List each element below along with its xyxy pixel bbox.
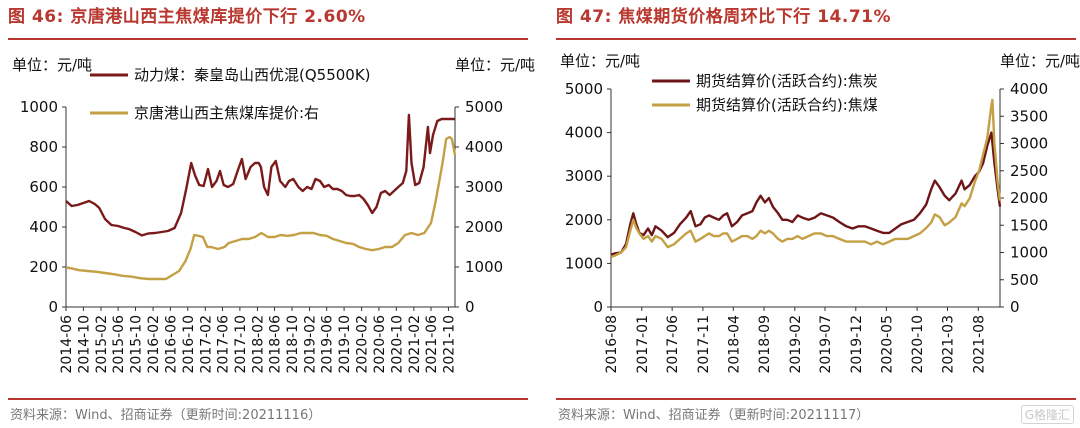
right-tick-label: 0 bbox=[465, 298, 475, 316]
x-tick-label: 2015-10 bbox=[129, 315, 145, 374]
x-tick-label: 2017-06 bbox=[215, 315, 231, 374]
x-tick-label: 2016-10 bbox=[181, 315, 197, 374]
x-tick-label: 2017-01 bbox=[635, 315, 651, 374]
x-tick-label: 2019-06 bbox=[320, 315, 336, 374]
left-tick-label: 600 bbox=[29, 178, 58, 196]
chart-title: 图 47: 焦煤期货价格周环比下行 14.71% bbox=[556, 7, 892, 27]
x-tick-label: 2018-02 bbox=[250, 315, 266, 374]
x-tick-label: 2021-02 bbox=[407, 315, 423, 374]
series-line-2 bbox=[610, 98, 1002, 259]
x-tick-label: 2021-10 bbox=[441, 315, 457, 374]
source-rule bbox=[8, 398, 528, 400]
x-tick-label: 2014-06 bbox=[59, 315, 75, 374]
x-tick-label: 2021-08 bbox=[971, 315, 987, 374]
right-tick-label: 3500 bbox=[1010, 107, 1048, 125]
x-tick-label: 2014-10 bbox=[76, 315, 92, 374]
right-axis-unit: 单位：元/吨 bbox=[455, 56, 535, 74]
left-axis-unit: 单位：元/吨 bbox=[12, 56, 92, 74]
x-tick-label: 2018-06 bbox=[268, 315, 284, 374]
chart-panel-46: 图 46: 京唐港山西主焦煤库提价下行 2.60% 单位：元/吨 单位：元/吨 0 2… bbox=[8, 0, 538, 428]
x-tick-label: 2017-11 bbox=[696, 315, 712, 374]
source-note: 资料来源：Wind、招商证券（更新时间:20211116） bbox=[10, 408, 322, 423]
x-tick-label: 2016-08 bbox=[604, 315, 620, 374]
x-tick-label: 2017-02 bbox=[198, 315, 214, 374]
right-tick-label: 0 bbox=[1010, 298, 1020, 316]
left-tick-label: 400 bbox=[29, 218, 58, 236]
right-tick-label: 2000 bbox=[465, 218, 503, 236]
x-tick-label: 2020-10 bbox=[389, 315, 405, 374]
legend-label-1: 动力煤：秦皇岛山西优混(Q5500K) bbox=[134, 66, 371, 84]
right-tick-label: 1500 bbox=[1010, 216, 1048, 234]
x-tick-label: 2018-10 bbox=[285, 315, 301, 374]
right-tick-label: 3000 bbox=[1010, 135, 1048, 153]
right-tick-label: 2500 bbox=[1010, 162, 1048, 180]
x-tick-label: 2020-05 bbox=[879, 315, 895, 374]
x-tick-label: 2019-10 bbox=[337, 315, 353, 374]
chart-panel-47: 图 47: 焦煤期货价格周环比下行 14.71% 单位：元/吨 单位：元/吨 0 10… bbox=[556, 0, 1080, 428]
x-tick-label: 2016-06 bbox=[163, 315, 179, 374]
x-tick-label: 2019-02 bbox=[788, 315, 804, 374]
right-tick-label: 4000 bbox=[465, 138, 503, 156]
title-rule bbox=[8, 38, 528, 40]
x-tick-label: 2018-04 bbox=[726, 315, 742, 374]
left-tick-label: 3000 bbox=[565, 167, 603, 185]
x-tick-label: 2019-02 bbox=[303, 315, 319, 374]
chart-46-plot: 单位：元/吨 单位：元/吨 0 200 400 600 800 1000 0 1000 2000 30… bbox=[12, 56, 535, 374]
chart-47-plot: 单位：元/吨 单位：元/吨 0 1000 2000 3000 4000 5000 0 500 100… bbox=[560, 52, 1080, 374]
x-tick-label: 2018-09 bbox=[757, 315, 773, 374]
series-line-2 bbox=[65, 135, 457, 281]
series-line-1 bbox=[610, 131, 1002, 256]
x-tick-label: 2020-02 bbox=[355, 315, 371, 374]
left-tick-label: 1000 bbox=[565, 254, 603, 272]
x-tick-label: 2020-06 bbox=[372, 315, 388, 374]
x-tick-label: 2016-02 bbox=[146, 315, 162, 374]
watermark-logo: G格隆汇 bbox=[1020, 405, 1074, 424]
x-tick-label: 2017-10 bbox=[233, 315, 249, 374]
x-tick-label: 2015-06 bbox=[111, 315, 127, 374]
x-tick-label: 2017-06 bbox=[665, 315, 681, 374]
left-tick-label: 1000 bbox=[20, 98, 58, 116]
left-tick-label: 4000 bbox=[565, 124, 603, 142]
source-note: 资料来源：Wind、招商证券（更新时间:20211117） bbox=[558, 408, 870, 423]
right-tick-label: 3000 bbox=[465, 178, 503, 196]
right-tick-label: 1000 bbox=[465, 258, 503, 276]
left-tick-label: 5000 bbox=[565, 80, 603, 98]
right-tick-label: 5000 bbox=[465, 98, 503, 116]
right-tick-label: 4000 bbox=[1010, 80, 1048, 98]
right-axis-unit: 单位：元/吨 bbox=[1000, 52, 1080, 70]
left-tick-label: 0 bbox=[593, 298, 603, 316]
right-tick-label: 500 bbox=[1010, 271, 1039, 289]
legend-label-2: 京唐港山西主焦煤库提价:右 bbox=[134, 104, 319, 122]
legend-label-1: 期货结算价(活跃合约):焦炭 bbox=[696, 72, 878, 90]
left-tick-label: 0 bbox=[48, 298, 58, 316]
right-tick-label: 2000 bbox=[1010, 189, 1048, 207]
left-axis-unit: 单位：元/吨 bbox=[560, 52, 640, 70]
x-tick-label: 2019-12 bbox=[849, 315, 865, 374]
x-tick-label: 2021-06 bbox=[424, 315, 440, 374]
x-tick-label: 2021-03 bbox=[941, 315, 957, 374]
title-rule bbox=[556, 38, 1076, 40]
legend-label-2: 期货结算价(活跃合约):焦煤 bbox=[696, 96, 878, 114]
left-tick-label: 2000 bbox=[565, 211, 603, 229]
right-tick-label: 1000 bbox=[1010, 244, 1048, 262]
x-tick-label: 2019-07 bbox=[818, 315, 834, 374]
series-line-1 bbox=[65, 113, 455, 237]
left-tick-label: 200 bbox=[29, 258, 58, 276]
source-rule bbox=[556, 398, 1076, 400]
x-tick-label: 2015-02 bbox=[94, 315, 110, 374]
x-tick-label: 2020-10 bbox=[910, 315, 926, 374]
left-tick-label: 800 bbox=[29, 138, 58, 156]
chart-title: 图 46: 京唐港山西主焦煤库提价下行 2.60% bbox=[8, 7, 366, 27]
